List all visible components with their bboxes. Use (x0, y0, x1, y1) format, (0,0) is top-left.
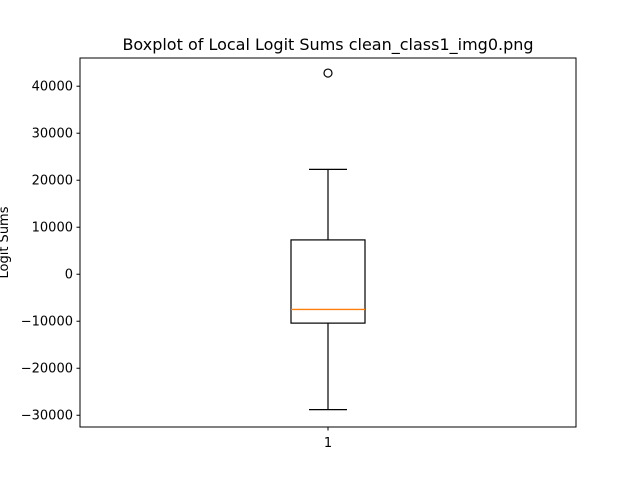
y-tick-label: 20000 (32, 174, 73, 189)
x-tick-label: 1 (324, 436, 332, 451)
y-tick-label: 40000 (32, 80, 73, 95)
interquartile-box (290, 239, 366, 324)
outlier-point (323, 68, 333, 78)
plot-area-frame (79, 57, 577, 428)
y-tick-label: −10000 (21, 315, 73, 330)
y-tick-label: −20000 (21, 362, 73, 377)
y-axis-ticks: −30000 −20000 −10000 0 10000 20000 30000 40000 (21, 80, 80, 424)
y-tick-label: 10000 (32, 221, 73, 236)
y-tick-label: −30000 (21, 409, 73, 424)
boxplot-group (290, 68, 366, 411)
chart-title: Boxplot of Local Logit Sums clean_class1… (122, 35, 533, 55)
y-tick-label: 30000 (32, 127, 73, 142)
x-axis-ticks: 1 (324, 427, 332, 451)
y-tick-label: 0 (65, 268, 73, 283)
y-axis-label: Logit Sums (0, 206, 12, 278)
